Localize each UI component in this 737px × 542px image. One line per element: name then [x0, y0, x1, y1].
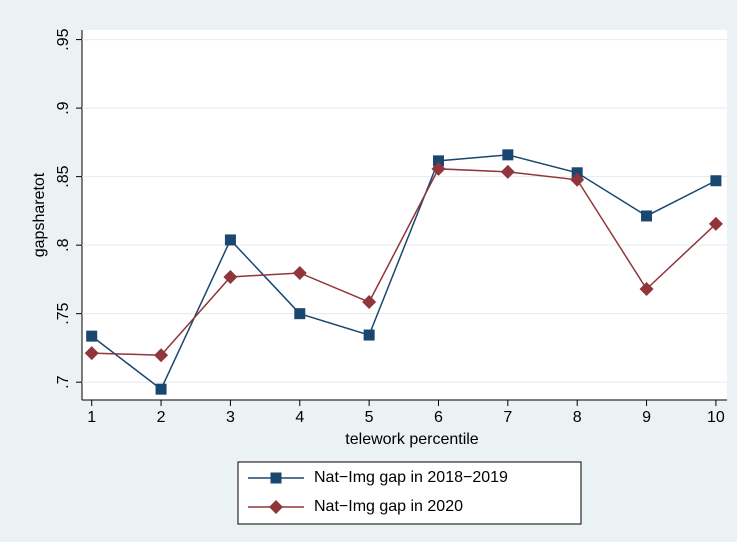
- x-tick-label: 5: [365, 409, 374, 426]
- y-tick-label: .9: [55, 101, 72, 114]
- marker: [362, 295, 377, 310]
- x-axis-title: telework percentile: [345, 431, 479, 448]
- legend-marker: [269, 500, 283, 514]
- marker: [84, 346, 99, 361]
- marker: [292, 265, 307, 280]
- plot-area: [82, 30, 727, 400]
- legend-marker: [270, 472, 282, 484]
- marker: [155, 383, 167, 395]
- x-tick-label: 10: [707, 409, 725, 426]
- x-tick-label: 9: [642, 409, 651, 426]
- marker: [86, 330, 98, 342]
- y-tick-label: .7: [55, 375, 72, 388]
- marker: [432, 155, 444, 167]
- series-line: [91, 168, 717, 356]
- marker: [224, 234, 236, 246]
- marker: [708, 216, 723, 231]
- x-tick-label: 4: [295, 409, 304, 426]
- marker: [223, 269, 238, 284]
- marker: [570, 172, 585, 187]
- y-tick-label: .8: [55, 238, 72, 251]
- x-tick-label: 3: [226, 409, 235, 426]
- x-tick-label: 2: [157, 409, 166, 426]
- x-tick-label: 7: [503, 409, 512, 426]
- legend: [237, 461, 582, 525]
- x-tick-label: 8: [573, 409, 582, 426]
- y-tick-label: .75: [55, 302, 72, 324]
- marker: [639, 282, 654, 296]
- marker: [502, 149, 514, 161]
- marker: [294, 308, 306, 320]
- marker: [710, 175, 722, 187]
- legend-label: Nat−Img gap in 2018−2019: [314, 469, 508, 486]
- marker: [641, 210, 653, 222]
- x-tick-label: 6: [434, 409, 443, 426]
- marker: [431, 161, 446, 176]
- y-tick-label: .85: [55, 165, 72, 187]
- marker: [500, 164, 515, 179]
- marker: [363, 329, 375, 341]
- x-tick-label: 1: [87, 409, 96, 426]
- marker: [154, 348, 169, 363]
- series-line: [91, 154, 717, 391]
- y-tick-label: .95: [55, 28, 72, 50]
- legend-label: Nat−Img gap in 2020: [314, 498, 463, 515]
- y-axis-title: gapsharetot: [31, 172, 48, 257]
